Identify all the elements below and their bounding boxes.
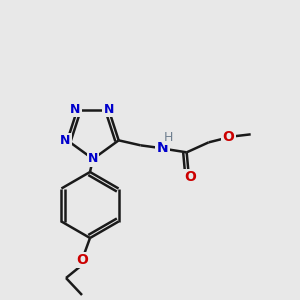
Text: N: N — [60, 134, 70, 147]
Text: N: N — [70, 103, 80, 116]
Text: O: O — [185, 170, 197, 184]
Text: N: N — [157, 141, 169, 155]
Text: O: O — [223, 130, 235, 144]
Text: N: N — [104, 103, 114, 116]
Text: N: N — [88, 152, 98, 166]
Text: O: O — [76, 253, 88, 267]
Text: H: H — [164, 131, 173, 144]
